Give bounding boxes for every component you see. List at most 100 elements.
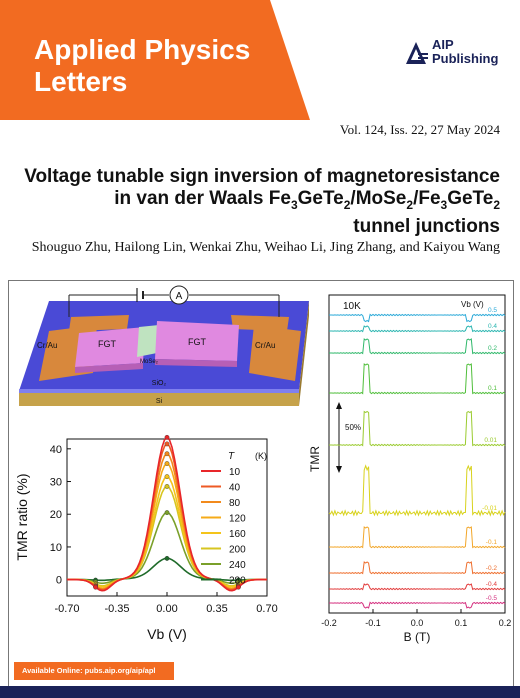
contact-right-pad	[249, 325, 301, 381]
chart-r-legend-title: Vb (V)	[461, 300, 484, 309]
author-list: Shouguo Zhu, Hailong Lin, Wenkai Zhu, We…	[31, 240, 500, 255]
journal-banner: Applied Physics Letters	[0, 0, 520, 120]
y-tick-label: 20	[50, 509, 62, 521]
trace-label--0.1: -0.1	[486, 539, 498, 546]
title-part: /Fe	[413, 188, 441, 209]
title-part: /MoSe	[350, 188, 407, 209]
chart-l-xlabel: Vb (V)	[147, 626, 187, 642]
available-online-badge[interactable]: Available Online: pubs.aip.org/aip/apl	[14, 662, 174, 680]
legend-label-280: 280	[229, 576, 246, 587]
y-tick-label: 10	[50, 542, 62, 554]
trace-label--0.5: -0.5	[486, 595, 498, 602]
data-point-280	[164, 555, 170, 561]
trace--0.5	[329, 601, 506, 609]
chart-l-ylabel: TMR ratio (%)	[14, 473, 30, 560]
fgt-right-layer	[155, 321, 239, 361]
scale-bar-arrow-up-icon	[336, 402, 342, 409]
fgt-left-layer	[75, 327, 145, 367]
legend-label-240: 240	[229, 560, 246, 571]
legend-label-40: 40	[229, 483, 241, 494]
x-tick-label: 0.70	[256, 603, 277, 615]
chart-r-frame	[328, 294, 506, 614]
title-sub: 3	[440, 197, 448, 212]
chart-l-legend-title: T	[228, 451, 235, 462]
trace-label-0.4: 0.4	[488, 323, 497, 330]
article-title: Voltage tunable sign inversion of magnet…	[20, 166, 500, 238]
device-schematic: A Cr/Au Cr/Au FGT FGT MoSe₂ SiO₂ Si	[19, 285, 309, 406]
y-tick-label: 40	[50, 444, 62, 456]
data-point-10	[93, 584, 98, 590]
title-part: GeTe	[297, 188, 344, 209]
x-tick-label: -0.35	[104, 603, 129, 615]
scale-bar-arrow-down-icon	[336, 466, 342, 473]
substrate-label: Si	[156, 398, 163, 405]
fgt-left-label: FGT	[98, 339, 116, 349]
trace-label-0.5: 0.5	[488, 307, 497, 314]
trace-0.1	[329, 363, 506, 395]
trace-label-0.1: 0.1	[488, 385, 497, 392]
trace-label--0.4: -0.4	[486, 581, 498, 588]
chart-r-title: 10K	[343, 301, 361, 312]
legend-label-120: 120	[229, 514, 246, 525]
title-sub: 3	[290, 197, 298, 212]
title-part: GeTe	[447, 188, 494, 209]
y-tick-label: 30	[50, 477, 62, 489]
chart-r-ylabel: TMR	[308, 446, 322, 472]
trace-0.2	[329, 338, 506, 355]
x-tick-label: 0.00	[156, 603, 177, 615]
data-point-40	[164, 441, 170, 447]
cover-figure: A Cr/Au Cr/Au FGT FGT MoSe₂ SiO₂ Si TMR …	[8, 280, 514, 687]
x-tick-label: 0.2	[499, 618, 512, 628]
tmr-vs-bias-chart: TMR ratio (%) Vb (V) T (K) -0.70 -0.35 0.0…	[14, 434, 278, 642]
data-point-240	[164, 510, 170, 515]
trace-label--0.2: -0.2	[486, 565, 498, 572]
ammeter-label: A	[176, 291, 183, 302]
legend-label-160: 160	[229, 529, 246, 540]
contact-right-label: Cr/Au	[255, 341, 275, 350]
issue-info: Vol. 124, Iss. 22, 27 May 2024	[339, 122, 500, 137]
x-tick-label: 0.35	[206, 603, 227, 615]
trace--0.4	[329, 583, 506, 591]
trace--0.01	[328, 464, 506, 517]
legend-label-200: 200	[229, 545, 246, 556]
x-tick-label: -0.70	[54, 603, 79, 615]
aip-publishing-logo: AIP Publishing	[404, 38, 509, 68]
publisher-name: AIP Publishing	[432, 37, 499, 66]
legend-label-80: 80	[229, 498, 241, 509]
trace-label--0.01: -0.01	[482, 505, 497, 512]
fgt-right-label: FGT	[188, 337, 206, 347]
title-sub: 2	[343, 197, 351, 212]
barrier-label: MoSe₂	[140, 359, 159, 365]
title-sub: 2	[406, 197, 414, 212]
oxide-label: SiO₂	[152, 380, 167, 387]
bottom-bar	[0, 686, 520, 698]
trace-0.4	[329, 325, 506, 333]
banner-shape	[0, 0, 310, 120]
y-tick-label: 0	[56, 575, 62, 587]
data-point-80	[164, 451, 170, 457]
contact-left-label: Cr/Au	[37, 341, 57, 350]
data-point-10	[164, 434, 170, 440]
journal-title-line1: Applied Physics	[34, 34, 251, 65]
x-tick-label: 0.0	[411, 618, 424, 628]
tmr-vs-field-chart: 10K Vb (V) TMR B (T) 50% -0.2 -0.1 0.0 0.1 0…	[308, 294, 512, 644]
legend-label-10: 10	[229, 467, 241, 478]
trace-0.01	[329, 410, 506, 447]
trace-0.5	[329, 313, 506, 323]
trace--0.2	[329, 561, 506, 575]
trace--0.1	[329, 526, 506, 549]
title-line3: tunnel junctions	[353, 215, 500, 237]
data-point-200	[164, 484, 170, 489]
figure-svg: A Cr/Au Cr/Au FGT FGT MoSe₂ SiO₂ Si TMR …	[14, 285, 512, 644]
aip-logo-icon	[406, 42, 428, 64]
trace-label-0.01: 0.01	[484, 437, 497, 444]
scale-bar-label: 50%	[345, 423, 361, 432]
title-sub: 2	[493, 197, 500, 212]
barrier-layer	[137, 325, 159, 357]
journal-title-line2: Letters	[34, 66, 128, 97]
data-point-10	[236, 584, 241, 590]
ammeter-icon	[169, 285, 189, 305]
title-line1: Voltage tunable sign inversion of magnet…	[24, 166, 500, 187]
title-part: in van der Waals Fe	[114, 188, 291, 209]
data-point-160	[164, 474, 170, 480]
